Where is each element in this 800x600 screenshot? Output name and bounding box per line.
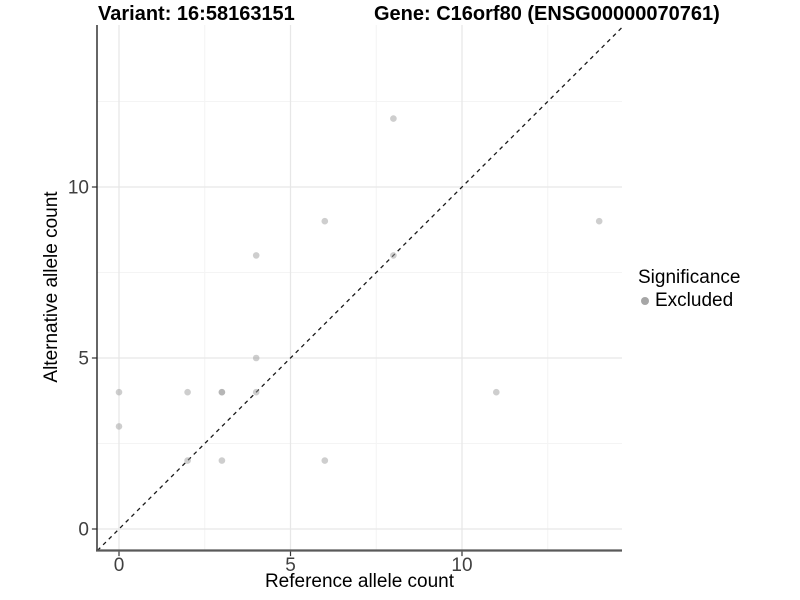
data-point xyxy=(493,388,500,396)
identity-line xyxy=(96,27,623,551)
data-point xyxy=(252,388,260,396)
data-point xyxy=(218,457,226,464)
data-point xyxy=(595,217,603,225)
legend-item-label: Excluded xyxy=(655,290,734,311)
y-tick-label: 10 xyxy=(68,178,89,199)
data-point xyxy=(252,354,260,362)
variant-title: Variant: 16:58163151 xyxy=(98,3,295,25)
data-point xyxy=(321,457,329,464)
x-tick-label: 5 xyxy=(285,555,296,576)
legend-title: Significance xyxy=(638,267,741,288)
legend-item-excluded: Excluded xyxy=(638,289,740,312)
y-axis-title: Alternative allele count xyxy=(41,191,62,383)
data-point xyxy=(390,252,397,259)
excluded-point-icon xyxy=(641,296,649,305)
x-tick-label: 10 xyxy=(451,555,472,576)
data-point xyxy=(321,217,329,225)
legend: Significance Excluded xyxy=(638,266,740,312)
data-point xyxy=(184,457,191,464)
gene-title: Gene: C16orf80 (ENSG00000070761) xyxy=(374,3,720,25)
data-point xyxy=(115,423,123,430)
y-tick-label: 0 xyxy=(78,520,89,541)
x-tick-label: 0 xyxy=(114,555,125,576)
data-point xyxy=(390,115,397,122)
data-point xyxy=(115,388,123,396)
data-point xyxy=(252,252,260,259)
data-point xyxy=(218,388,226,396)
y-tick-label: 5 xyxy=(78,349,89,370)
x-axis-title: Reference allele count xyxy=(264,571,455,592)
data-point xyxy=(184,388,191,396)
